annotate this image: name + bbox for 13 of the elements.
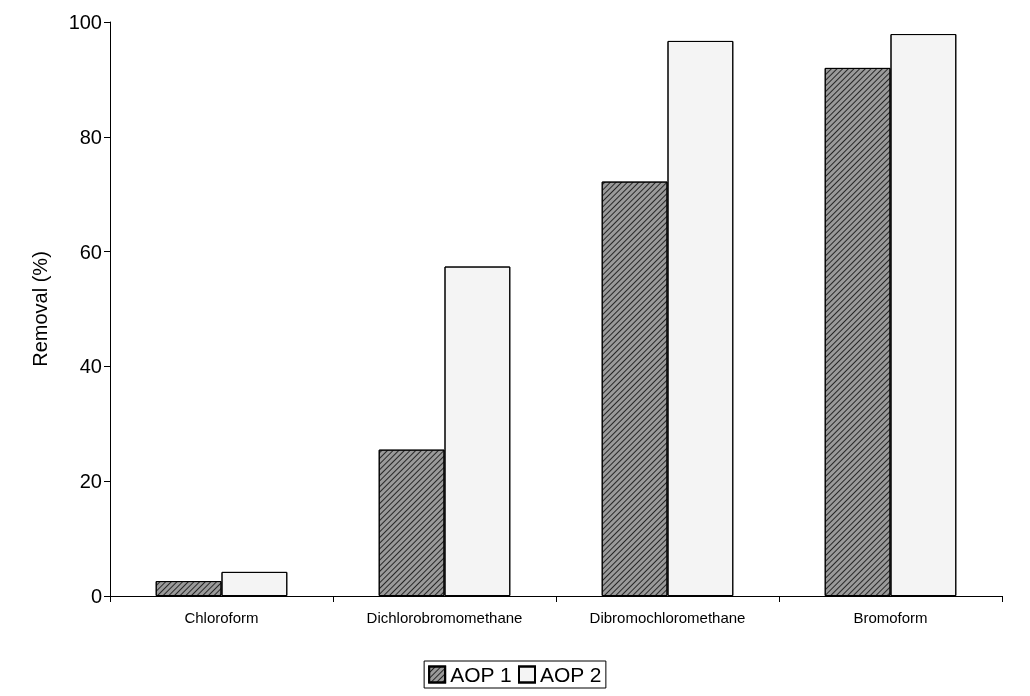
y-tick-label: 0 bbox=[90, 585, 102, 607]
x-tick-label: Chloroform bbox=[184, 609, 259, 626]
y-tick-label: 40 bbox=[79, 355, 102, 378]
x-tick-label: Bromoform bbox=[853, 609, 928, 626]
y-tick-label: 60 bbox=[79, 240, 102, 263]
y-tick-label: 80 bbox=[79, 125, 102, 148]
x-tick-label: Dibromochloromethane bbox=[589, 609, 746, 626]
y-tick-label: 20 bbox=[79, 470, 102, 493]
y-axis-title: Removal (%) bbox=[29, 251, 51, 367]
legend-label: AOP 2 bbox=[540, 663, 602, 686]
legend-label: AOP 1 bbox=[450, 663, 512, 686]
y-tick-label: 100 bbox=[68, 11, 102, 33]
x-tick-label: Dichlorobromomethane bbox=[366, 609, 523, 626]
